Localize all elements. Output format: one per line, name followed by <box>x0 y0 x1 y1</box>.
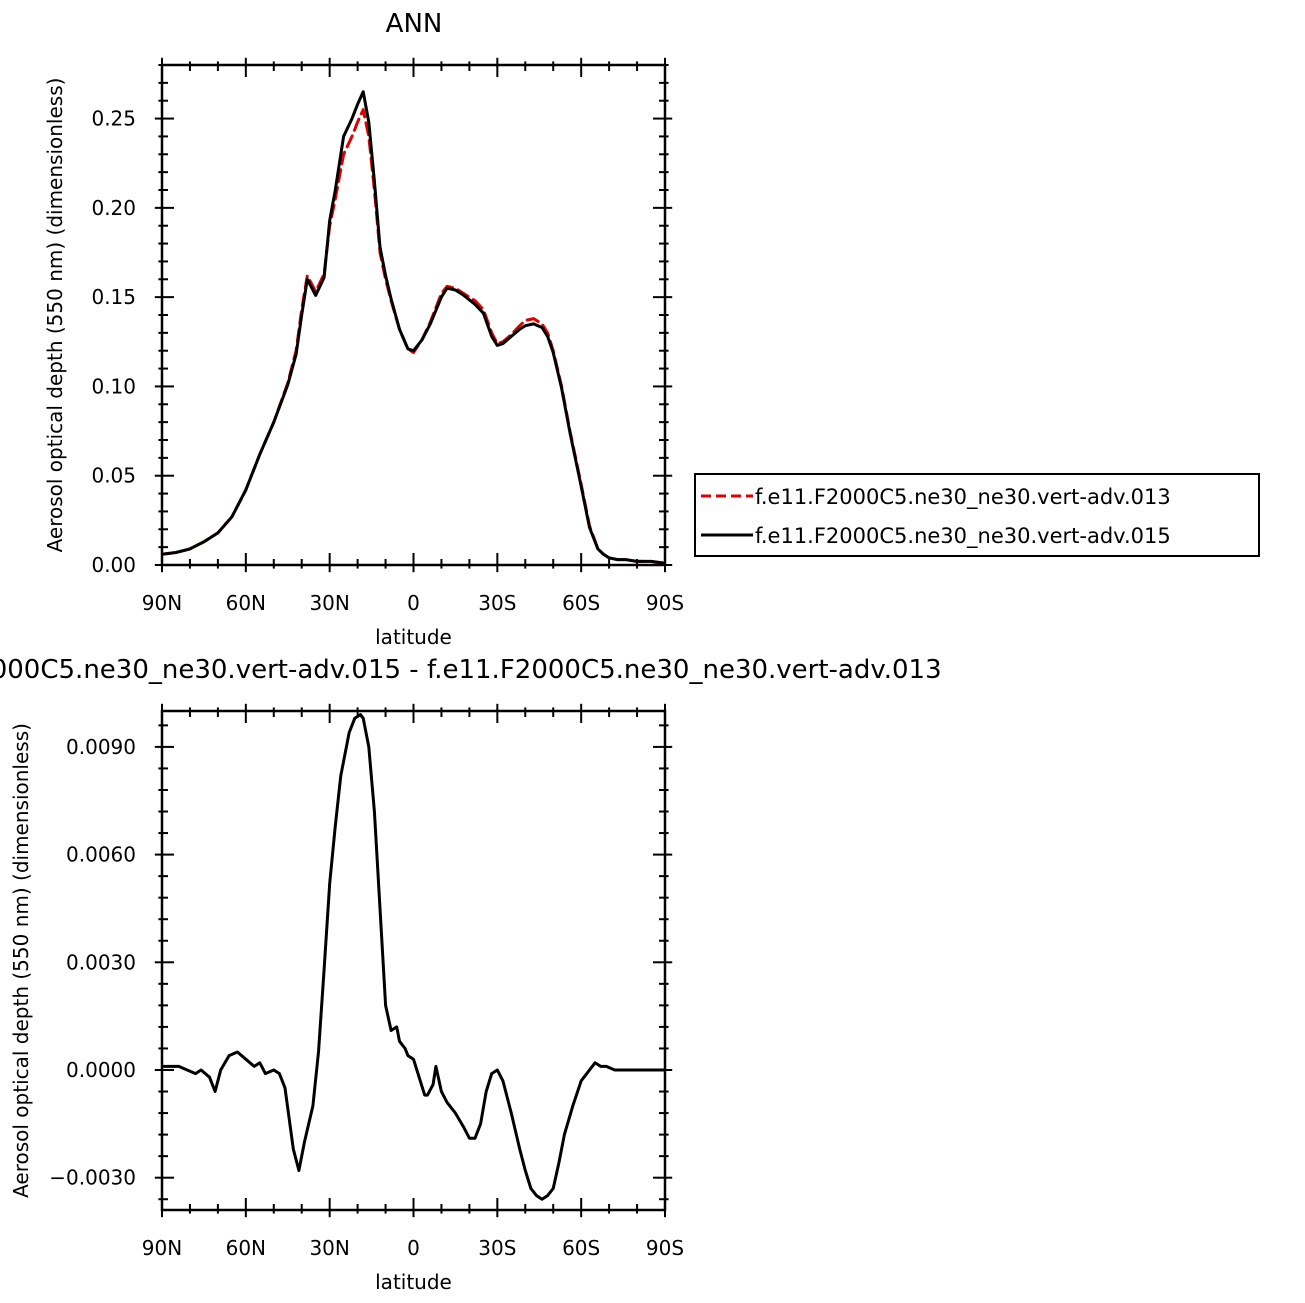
x-tick-label: 60S <box>562 591 600 615</box>
x-tick-label: 90N <box>142 1236 182 1260</box>
x-tick-label: 60N <box>226 1236 266 1260</box>
y-tick-label: 0.0090 <box>66 735 136 759</box>
x-tick-label: 0 <box>407 591 420 615</box>
y-tick-label: 0.10 <box>91 374 136 398</box>
x-axis-label: latitude <box>375 625 452 649</box>
chart-panel-top: 90N 60N 30N 0 30S 60S 90S 0.00 0.05 0.10 0.15 0.20 0… <box>43 9 684 649</box>
series-line-1 <box>162 713 665 1201</box>
chart-panel-bottom: 90N 60N 30N 0 30S 60S 90S −0.0030 0.0000 0.0030 0.… <box>0 655 942 1294</box>
legend: f.e11.F2000C5.ne30_ne30.vert-adv.013 f.e1… <box>694 473 1260 557</box>
y-tick-label: 0.0030 <box>66 950 136 974</box>
x-tick-label: 30N <box>309 1236 349 1260</box>
x-tick-label: 30S <box>478 591 516 615</box>
chart-title: ANN <box>386 9 443 39</box>
x-tick-label: 90S <box>646 591 684 615</box>
y-tick-label: 0.15 <box>91 285 136 309</box>
chart-title: f.e11.F2000C5.ne30_ne30.vert-adv.015 - f… <box>0 655 942 685</box>
x-tick-label: 60S <box>562 1236 600 1260</box>
x-axis-label: latitude <box>375 1270 452 1294</box>
plot-frame <box>160 709 667 1212</box>
y-tick-label: 0.00 <box>91 553 136 577</box>
x-tick-label: 60N <box>226 591 266 615</box>
series-line-1 <box>162 108 665 565</box>
legend-box <box>694 473 1260 557</box>
x-tick-label: 90S <box>646 1236 684 1260</box>
x-tick-label: 90N <box>142 591 182 615</box>
y-tick-label: 0.0000 <box>66 1058 136 1082</box>
plot-frame <box>160 63 667 567</box>
x-tick-label: 30S <box>478 1236 516 1260</box>
y-axis-label: Aerosol optical depth (550 nm) (dimensio… <box>9 723 33 1198</box>
legend-entry-label: f.e11.F2000C5.ne30_ne30.vert-adv.013 <box>755 485 1171 510</box>
y-tick-label: −0.0030 <box>49 1166 136 1190</box>
x-tick-label: 30N <box>309 591 349 615</box>
series-line-2 <box>162 90 665 565</box>
y-axis-label: Aerosol optical depth (550 nm) (dimensio… <box>43 78 67 553</box>
legend-entry-label: f.e11.F2000C5.ne30_ne30.vert-adv.015 <box>755 524 1171 549</box>
y-tick-label: 0.05 <box>91 464 136 488</box>
y-tick-label: 0.20 <box>91 196 136 220</box>
y-tick-label: 0.0060 <box>66 843 136 867</box>
y-tick-label: 0.25 <box>91 107 136 131</box>
x-tick-label: 0 <box>407 1236 420 1260</box>
